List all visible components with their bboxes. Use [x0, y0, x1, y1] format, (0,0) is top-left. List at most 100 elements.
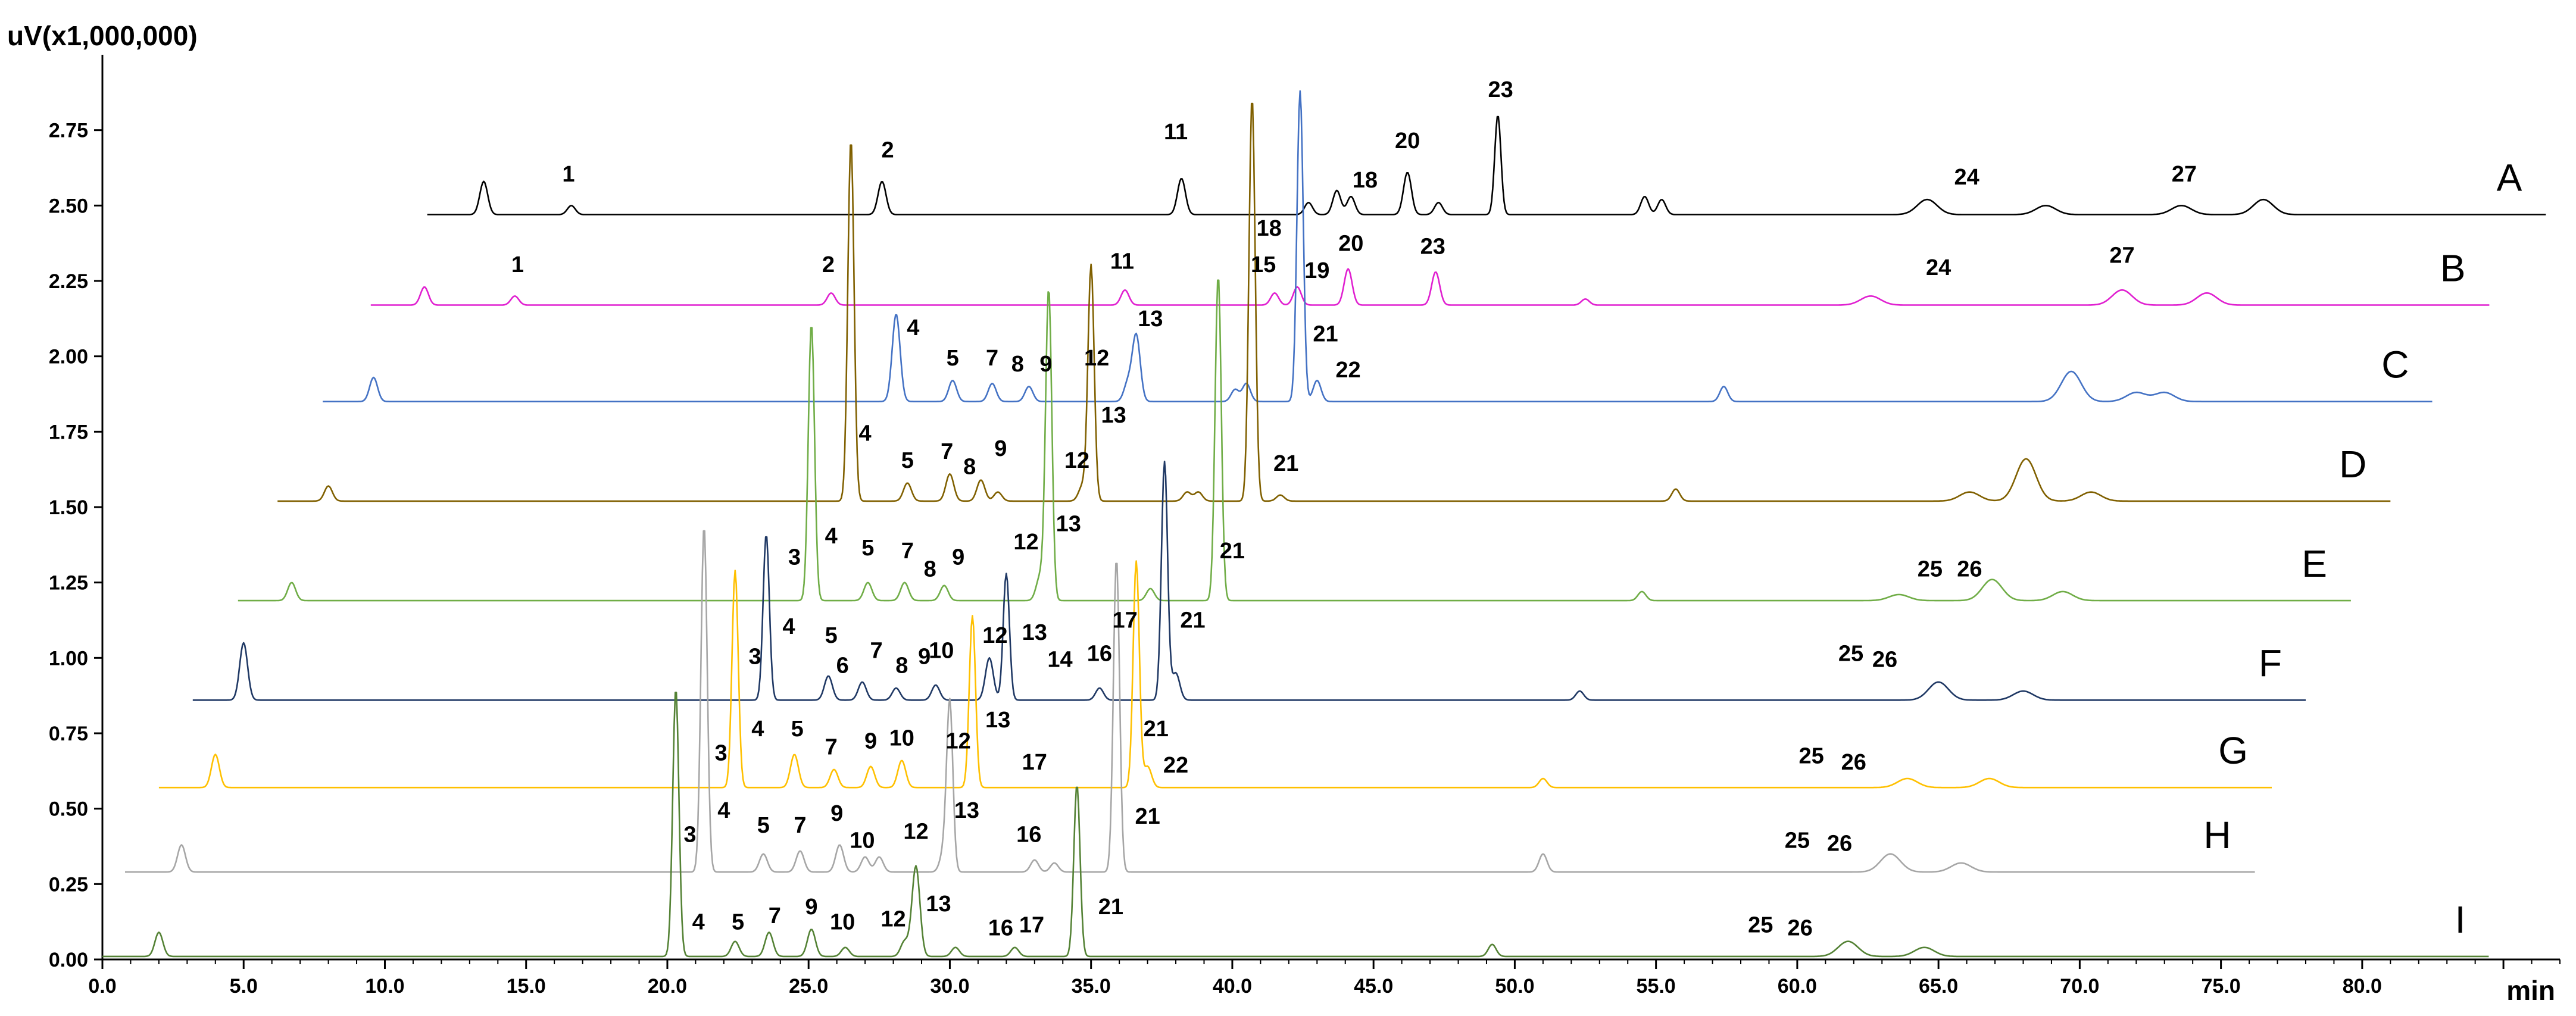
peak-label-B: 24	[1926, 255, 1951, 280]
axes: 0.00 0.25 0.50 0.75 1.00 1.25 1.50 1.75 2.00 2.25…	[49, 55, 2561, 998]
peak-label-E: 26	[1957, 557, 1982, 582]
peak-label-D: 4	[859, 421, 872, 446]
y-tick-label: 1.25	[49, 572, 88, 595]
trace-label-A: A	[2497, 157, 2522, 199]
peak-label-D: 8	[963, 454, 976, 479]
x-tick-label: 0.0	[88, 975, 116, 998]
peak-label-A: 27	[2172, 162, 2197, 187]
peak-label-E: 12	[1013, 530, 1038, 555]
peak-label-H: 21	[1135, 804, 1160, 829]
trace-D	[277, 102, 2391, 502]
peak-label-D: 9	[994, 436, 1007, 461]
y-tick-label: 0.25	[49, 873, 88, 896]
x-tick-label: 35.0	[1072, 975, 1111, 998]
peak-label-E: 25	[1918, 557, 1943, 582]
peak-label-H: 10	[850, 829, 875, 854]
trace-labels: A B C D E F GH I	[2203, 157, 2522, 941]
peak-label-F: 25	[1838, 641, 1863, 666]
peak-label-E: 5	[861, 536, 874, 561]
peak-label-B: 2	[822, 252, 835, 277]
peak-label-G: 5	[791, 717, 804, 742]
peak-label-I: 16	[988, 915, 1013, 940]
trace-B	[370, 268, 2490, 306]
peak-label-A: 24	[1954, 165, 1979, 190]
peak-label-D: 13	[1101, 403, 1126, 428]
peak-label-H: 7	[794, 813, 806, 838]
x-tick-label: 80.0	[2343, 975, 2382, 998]
peak-label-F: 5	[825, 623, 838, 648]
peak-label-I: 13	[926, 892, 951, 917]
peak-label-H: 3	[683, 822, 696, 847]
y-axis-unit-label: uV(x1,000,000)	[7, 20, 198, 51]
peak-label-F: 16	[1087, 641, 1112, 666]
peak-label-C: 9	[1039, 352, 1052, 377]
trace-label-I: I	[2455, 898, 2466, 941]
peak-label-E: 21	[1220, 539, 1245, 564]
peak-label-G: 3	[715, 741, 727, 766]
peak-label-H: 25	[1785, 829, 1810, 854]
peak-label-F: 3	[748, 644, 761, 669]
peak-label-G: 9	[864, 729, 877, 754]
trace-H	[125, 530, 2255, 873]
peak-label-A: 20	[1395, 129, 1420, 154]
peak-label-E: 13	[1056, 512, 1081, 537]
x-tick-label: 10.0	[365, 975, 404, 998]
peak-label-I: 10	[830, 909, 855, 934]
peak-label-H: 16	[1016, 822, 1041, 847]
trace-I	[102, 692, 2489, 958]
peak-label-I: 25	[1748, 912, 1773, 937]
x-tick-label: 45.0	[1354, 975, 1393, 998]
peak-label-G: 4	[751, 717, 764, 742]
peak-label-I: 12	[880, 906, 905, 931]
peak-label-B: 20	[1338, 231, 1363, 256]
peak-label-G: 22	[1163, 753, 1188, 778]
peak-label-F: 4	[782, 614, 795, 639]
y-tick-label: 0.00	[49, 949, 88, 971]
peak-label-G: 26	[1841, 750, 1866, 775]
trace-label-E: E	[2302, 542, 2327, 585]
peak-label-D: 21	[1273, 451, 1298, 476]
peak-label-F: 8	[895, 654, 908, 679]
peak-label-C: 22	[1335, 358, 1360, 383]
x-tick-label: 20.0	[648, 975, 687, 998]
peak-label-D: 7	[941, 439, 953, 464]
chromatogram-traces	[102, 90, 2546, 958]
x-tick-label: 60.0	[1778, 975, 1817, 998]
peak-label-B: 11	[1110, 249, 1134, 274]
peak-label-F: 10	[929, 638, 954, 663]
peak-label-C: 13	[1138, 307, 1163, 332]
x-axis-unit-label: min	[2506, 975, 2555, 1006]
peak-label-I: 9	[805, 895, 817, 920]
peak-label-E: 7	[901, 539, 914, 564]
peak-label-G: 7	[825, 734, 838, 759]
trace-label-D: D	[2339, 443, 2366, 486]
peak-label-E: 9	[952, 545, 964, 570]
peak-label-F: 21	[1180, 608, 1205, 633]
peak-label-E: 8	[924, 557, 936, 582]
peak-label-I: 26	[1788, 915, 1813, 940]
peak-label-B: 1	[511, 252, 524, 277]
trace-C	[323, 90, 2433, 403]
peak-label-F: 7	[870, 638, 883, 663]
x-tick-label: 5.0	[230, 975, 258, 998]
peak-label-H: 9	[830, 801, 843, 826]
x-tick-label: 30.0	[930, 975, 969, 998]
peak-label-H: 5	[757, 813, 770, 838]
trace-F	[192, 460, 2306, 701]
peak-label-H: 12	[903, 819, 928, 844]
peak-label-B: 23	[1420, 234, 1445, 259]
peak-label-I: 4	[692, 909, 705, 934]
x-tick-label: 55.0	[1637, 975, 1676, 998]
y-tick-label: 2.50	[49, 195, 88, 217]
peak-label-F: 12	[982, 623, 1007, 648]
peak-label-E: 3	[788, 545, 801, 570]
peak-label-G: 10	[889, 726, 914, 751]
peak-label-G: 25	[1798, 744, 1824, 769]
peak-label-B: 15	[1251, 252, 1276, 277]
trace-label-F: F	[2259, 642, 2282, 684]
y-tick-label: 0.75	[49, 723, 88, 745]
y-tick-label: 2.00	[49, 346, 88, 368]
x-tick-label: 75.0	[2202, 975, 2241, 998]
